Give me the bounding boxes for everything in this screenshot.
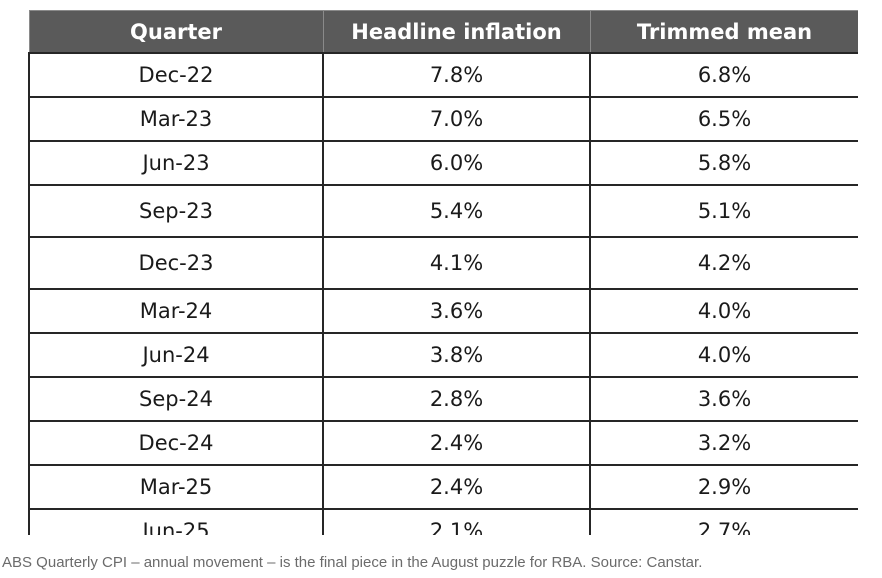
cell-headline-inflation: 3.6%	[322, 288, 591, 334]
cell-quarter: Jun-23	[28, 140, 324, 186]
cell-trimmed-mean: 3.2%	[589, 420, 858, 466]
table-row: Jun-24 3.8% 4.0%	[28, 332, 858, 378]
cell-headline-inflation: 5.4%	[322, 184, 591, 238]
cell-quarter: Dec-23	[28, 236, 324, 290]
table-row: Sep-23 5.4% 5.1%	[28, 184, 858, 238]
cell-headline-inflation: 6.0%	[322, 140, 591, 186]
cell-quarter: Mar-23	[28, 96, 324, 142]
cell-trimmed-mean: 5.1%	[589, 184, 858, 238]
cell-headline-inflation: 2.1%	[322, 508, 591, 535]
cell-headline-inflation: 2.4%	[322, 464, 591, 510]
table-row: Sep-24 2.8% 3.6%	[28, 376, 858, 422]
cell-quarter: Dec-22	[28, 52, 324, 98]
cell-trimmed-mean: 2.7%	[589, 508, 858, 535]
table-row: Jun-25 2.1% 2.7%	[28, 508, 858, 535]
cell-quarter: Mar-25	[28, 464, 324, 510]
cell-trimmed-mean: 6.8%	[589, 52, 858, 98]
cell-quarter: Mar-24	[28, 288, 324, 334]
table-row: Dec-22 7.8% 6.8%	[28, 52, 858, 98]
cell-quarter: Sep-24	[28, 376, 324, 422]
cell-headline-inflation: 2.8%	[322, 376, 591, 422]
header-row: Quarter Headline inflation Trimmed mean	[28, 10, 858, 54]
table-row: Dec-24 2.4% 3.2%	[28, 420, 858, 466]
cell-quarter: Sep-23	[28, 184, 324, 238]
cpi-table: Quarter Headline inflation Trimmed mean …	[28, 10, 858, 535]
cell-trimmed-mean: 4.2%	[589, 236, 858, 290]
table-row: Mar-24 3.6% 4.0%	[28, 288, 858, 334]
image-caption: ABS Quarterly CPI – annual movement – is…	[2, 554, 703, 571]
table-row: Mar-25 2.4% 2.9%	[28, 464, 858, 510]
cell-trimmed-mean: 4.0%	[589, 288, 858, 334]
cell-trimmed-mean: 3.6%	[589, 376, 858, 422]
cell-quarter: Jun-25	[28, 508, 324, 535]
cell-headline-inflation: 7.0%	[322, 96, 591, 142]
header-trimmed-mean: Trimmed mean	[589, 10, 858, 54]
table-row: Mar-23 7.0% 6.5%	[28, 96, 858, 142]
header-quarter: Quarter	[28, 10, 324, 54]
cell-quarter: Dec-24	[28, 420, 324, 466]
cell-headline-inflation: 4.1%	[322, 236, 591, 290]
cell-trimmed-mean: 2.9%	[589, 464, 858, 510]
cell-headline-inflation: 2.4%	[322, 420, 591, 466]
cell-headline-inflation: 7.8%	[322, 52, 591, 98]
cell-trimmed-mean: 4.0%	[589, 332, 858, 378]
cpi-table-container: Quarter Headline inflation Trimmed mean …	[28, 10, 858, 535]
cell-trimmed-mean: 5.8%	[589, 140, 858, 186]
cell-quarter: Jun-24	[28, 332, 324, 378]
cell-headline-inflation: 3.8%	[322, 332, 591, 378]
table-row: Jun-23 6.0% 5.8%	[28, 140, 858, 186]
table-row: Dec-23 4.1% 4.2%	[28, 236, 858, 290]
cell-trimmed-mean: 6.5%	[589, 96, 858, 142]
header-headline-inflation: Headline inflation	[322, 10, 591, 54]
